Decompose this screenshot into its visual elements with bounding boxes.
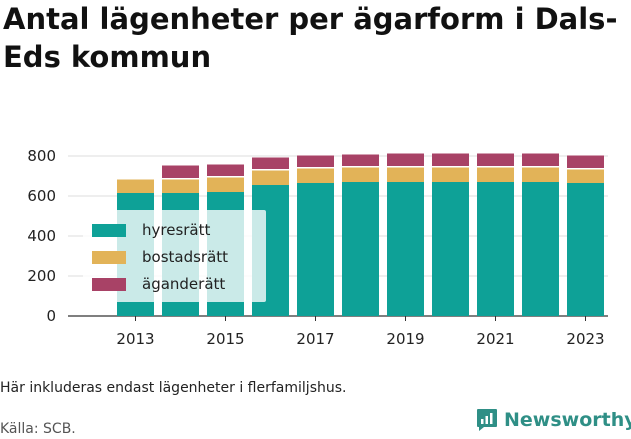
y-tick-label-0: 0	[46, 307, 56, 325]
bar-2020-series-1	[432, 167, 469, 182]
legend-item-hyresratt: hyresrätt	[92, 220, 210, 240]
legend-label-hyresratt: hyresrätt	[142, 221, 211, 239]
legend-item-bostadsratt: bostadsrätt	[92, 247, 228, 267]
x-tick-label-2015: 2015	[206, 330, 244, 348]
bar-2017-series-0	[297, 183, 334, 316]
legend: hyresrätt bostadsrätt äganderätt	[83, 210, 266, 302]
bar-2021-series-0	[477, 182, 514, 316]
x-tick-label-2017: 2017	[296, 330, 334, 348]
bar-2022-series-0	[522, 182, 559, 316]
bar-2020-series-0	[432, 182, 469, 316]
newsworthy-logo-icon	[476, 408, 498, 432]
bar-2022-series-1	[522, 167, 559, 182]
legend-label-bostadsratt: bostadsrätt	[142, 248, 229, 266]
bar-2023-series-1	[567, 169, 604, 183]
x-tick-label-2023: 2023	[566, 330, 604, 348]
bar-2020-series-2	[432, 153, 469, 166]
brand-logo: Newsworthy	[476, 408, 631, 432]
bar-2013-series-1	[117, 179, 154, 193]
y-tick-label-600: 600	[27, 187, 56, 205]
x-axis-ticks: 2013 2015 2017 2019 2021 2023	[116, 316, 605, 348]
y-tick-label-800: 800	[27, 147, 56, 165]
bar-2015-series-2	[207, 164, 244, 176]
bar-2016-series-2	[252, 157, 289, 169]
bar-2018-series-2	[342, 154, 379, 166]
bar-2014-series-2	[162, 165, 199, 178]
legend-label-aganderatt: äganderätt	[142, 275, 226, 293]
chart-title: Antal lägenheter per ägarform i Dals-Eds…	[3, 2, 618, 74]
bar-2019-series-0	[387, 182, 424, 316]
y-axis-ticks: 0 200 400 600 800	[27, 147, 56, 325]
y-tick-label-200: 200	[27, 267, 56, 285]
bar-2015-series-1	[207, 177, 244, 192]
bar-2019-series-2	[387, 153, 424, 166]
bar-2021-series-1	[477, 167, 514, 182]
x-tick-label-2013: 2013	[116, 330, 154, 348]
bar-2021-series-2	[477, 153, 514, 166]
bar-2023-series-2	[567, 155, 604, 168]
bar-2017-series-1	[297, 168, 334, 183]
bar-2016-series-1	[252, 170, 289, 185]
x-tick-label-2019: 2019	[386, 330, 424, 348]
legend-swatch-bostadsratt	[92, 250, 126, 264]
bar-2019-series-1	[387, 167, 424, 182]
bar-2018-series-0	[342, 182, 379, 316]
bar-2018-series-1	[342, 167, 379, 182]
brand-name: Newsworthy	[504, 409, 631, 431]
footnote: Här inkluderas endast lägenheter i flerf…	[0, 380, 347, 396]
bar-2017-series-2	[297, 155, 334, 167]
legend-swatch-hyresratt	[92, 223, 126, 237]
source-text: Källa: SCB.	[0, 421, 76, 437]
legend-swatch-aganderatt	[92, 277, 126, 291]
legend-item-aganderatt: äganderätt	[92, 274, 225, 294]
x-tick-label-2021: 2021	[476, 330, 514, 348]
bar-2023-series-0	[567, 183, 604, 316]
bar-2014-series-1	[162, 179, 199, 193]
gridlines	[68, 155, 608, 317]
y-tick-label-400: 400	[27, 227, 56, 245]
bar-2022-series-2	[522, 153, 559, 166]
